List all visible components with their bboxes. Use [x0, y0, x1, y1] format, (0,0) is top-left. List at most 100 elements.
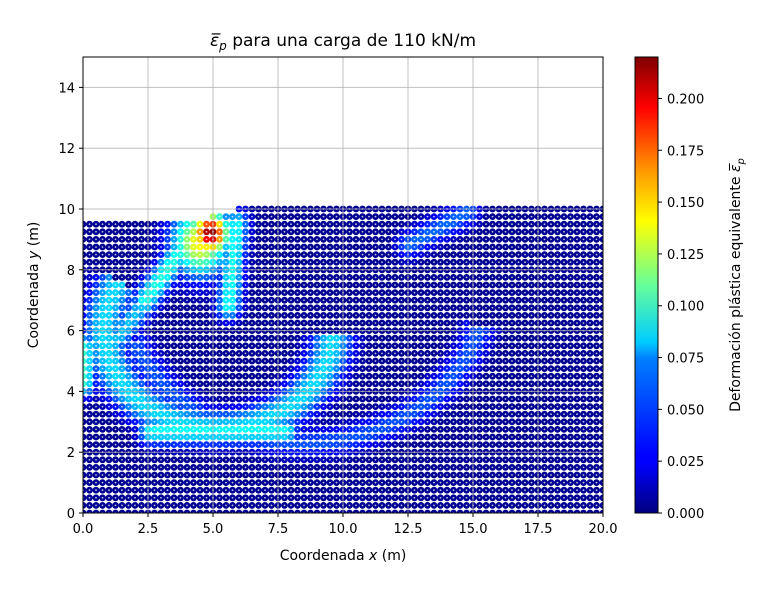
particle-point-center: [231, 474, 234, 476]
particle-point-center: [199, 420, 201, 423]
particle-point-center: [420, 405, 422, 408]
particle-point-center: [504, 496, 507, 499]
particle-point-center: [303, 420, 305, 423]
particle-point-center: [205, 382, 208, 385]
particle-point-center: [400, 466, 403, 469]
particle-point-center: [140, 382, 143, 385]
particle-point-center: [296, 443, 299, 446]
particle-point-center: [465, 504, 468, 507]
particle-point-center: [420, 375, 422, 378]
particle-point-center: [381, 489, 383, 492]
particle-point-center: [179, 504, 182, 507]
particle-point-center: [95, 481, 97, 484]
particle-point-center: [309, 420, 312, 423]
particle-point-center: [199, 504, 201, 507]
particle-point-center: [569, 489, 572, 492]
particle-point: [489, 509, 496, 513]
particle-point-center: [186, 496, 188, 499]
particle-point-center: [576, 413, 578, 416]
particle-point-center: [426, 398, 429, 400]
particle-point-center: [400, 481, 403, 484]
particle-point-center: [257, 481, 260, 484]
particle-point: [430, 509, 438, 513]
particle-point-center: [290, 413, 292, 416]
particle-point-center: [225, 405, 227, 408]
particle-point-center: [270, 398, 273, 400]
particle-point: [242, 509, 249, 513]
particle-point-center: [231, 398, 234, 400]
particle-point-center: [95, 458, 97, 461]
particle-point-center: [394, 436, 396, 438]
particle-point-center: [433, 436, 435, 438]
particle-point-center: [530, 496, 533, 499]
particle-point-center: [244, 443, 247, 446]
particle-point-center: [218, 360, 221, 362]
particle-point-center: [569, 382, 572, 385]
particle-point-center: [329, 443, 331, 446]
particle-point-center: [355, 466, 357, 469]
particle-point-center: [296, 436, 299, 438]
particle-point-center: [485, 367, 487, 370]
particle-point-center: [355, 405, 357, 408]
particle-point-center: [108, 428, 110, 431]
particle-point-center: [498, 436, 500, 438]
particle-point: [164, 509, 171, 513]
particle-point-center: [524, 382, 526, 385]
particle-point-center: [186, 458, 188, 461]
particle-point-center: [498, 420, 500, 423]
particle-point-center: [478, 382, 481, 385]
particle-point-center: [374, 405, 377, 408]
particle-point-center: [166, 496, 169, 499]
particle-point-center: [452, 360, 455, 362]
particle-point: [183, 509, 191, 513]
particle-point-center: [439, 398, 442, 400]
particle-point-center: [498, 443, 500, 446]
particle-point-center: [478, 405, 481, 408]
particle-point-center: [374, 375, 377, 378]
particle-point-center: [309, 489, 312, 492]
particle-point: [83, 395, 87, 403]
particle-point-center: [179, 428, 182, 431]
particle-point-center: [426, 360, 429, 362]
particle-point-center: [329, 496, 331, 499]
particle-point-center: [153, 413, 156, 416]
particle-point-center: [576, 367, 578, 370]
particle-point: [287, 509, 295, 513]
particle-point-center: [459, 496, 461, 499]
particle-point-center: [511, 504, 513, 507]
particle-point-center: [348, 466, 351, 469]
particle-point-center: [517, 405, 520, 408]
particle-point-center: [153, 466, 156, 469]
particle-point-center: [322, 420, 325, 423]
particle-point-center: [192, 360, 195, 362]
particle-point-center: [361, 360, 364, 362]
particle-point: [170, 509, 178, 513]
particle-point-center: [283, 413, 286, 416]
particle-point-center: [205, 367, 208, 370]
particle-point-center: [108, 489, 110, 492]
particle-point: [105, 509, 113, 513]
particle-point-center: [491, 413, 494, 416]
particle-point: [463, 509, 470, 513]
particle-point-center: [394, 382, 396, 385]
particle-point-center: [270, 489, 273, 492]
particle-point-center: [582, 420, 585, 423]
particle-point-center: [238, 466, 240, 469]
particle-point-center: [355, 496, 357, 499]
particle-point-center: [121, 413, 123, 416]
particle-point-center: [114, 413, 117, 416]
particle-point-center: [511, 458, 513, 461]
particle-point: [157, 509, 165, 513]
particle-point: [521, 509, 529, 513]
particle-point-center: [381, 398, 383, 400]
particle-point-center: [459, 489, 461, 492]
particle-point-center: [329, 489, 331, 492]
particle-point-center: [179, 458, 182, 461]
particle-point-center: [478, 466, 481, 469]
particle-point-center: [114, 474, 117, 476]
particle-point-center: [426, 504, 429, 507]
particle-point-center: [569, 466, 572, 469]
particle-point: [352, 509, 360, 513]
particle-point-center: [238, 375, 240, 378]
particle-point-center: [205, 443, 208, 446]
